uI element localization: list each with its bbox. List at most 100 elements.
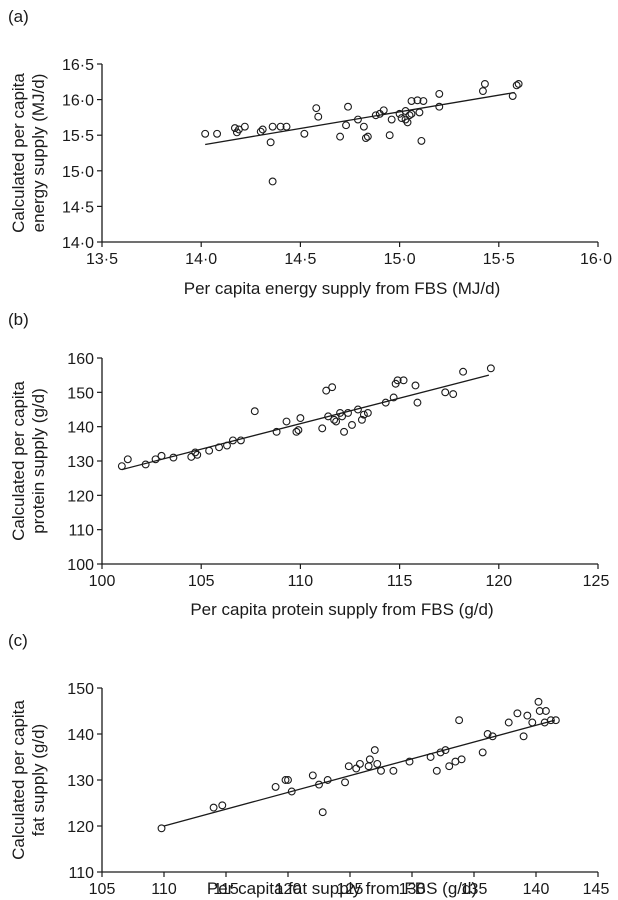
x-tick-label: 105: [89, 881, 116, 898]
data-point: [341, 778, 349, 787]
data-point: [535, 707, 544, 715]
data-point: [232, 128, 241, 137]
y-tick-label: 150: [67, 385, 94, 402]
x-tick-label: 16·0: [580, 251, 612, 268]
regression-line: [121, 374, 490, 471]
y-tick-label: 150: [67, 681, 94, 698]
y-axis-label: Calculated per capitafat supply (g/d): [9, 700, 48, 860]
data-point: [228, 436, 237, 445]
x-tick-label: 110: [151, 881, 177, 898]
y-tick-label: 16·5: [62, 57, 94, 74]
data-point: [342, 121, 350, 130]
data-point: [357, 415, 366, 424]
x-axis-label: Per capita protein supply from FBS (g/d): [190, 600, 493, 619]
data-point: [478, 748, 487, 757]
data-point: [519, 732, 528, 741]
data-point: [512, 81, 521, 90]
data-point: [534, 697, 543, 706]
data-point: [169, 453, 178, 462]
x-axis-label: Per capita fat supply from FBS (g/d): [207, 879, 477, 898]
data-point: [441, 388, 450, 397]
data-point: [363, 132, 372, 141]
y-axis-label-line: protein supply (g/d): [29, 388, 48, 534]
data-point: [344, 408, 352, 417]
data-point: [353, 115, 362, 124]
data-point: [435, 102, 444, 111]
data-point: [407, 97, 416, 105]
data-point: [268, 122, 277, 131]
data-point: [381, 398, 390, 407]
data-point: [432, 766, 441, 775]
data-point: [250, 407, 259, 416]
data-point: [389, 766, 398, 775]
data-point: [223, 441, 231, 450]
panel-label: (b): [8, 310, 29, 329]
data-point: [201, 129, 210, 138]
data-point: [332, 417, 341, 426]
data-point: [415, 108, 424, 117]
data-point: [123, 455, 132, 464]
data-point: [322, 386, 331, 395]
data-point: [486, 364, 495, 373]
data-point: [459, 367, 468, 376]
data-point: [191, 448, 200, 457]
data-point: [315, 780, 323, 789]
data-point: [407, 109, 416, 118]
regression-line: [205, 91, 515, 146]
data-point: [480, 79, 489, 88]
data-point: [240, 122, 249, 131]
data-point: [352, 764, 361, 773]
data-point: [393, 376, 402, 385]
x-tick-label: 13·5: [86, 251, 118, 268]
data-point: [330, 415, 339, 424]
data-point: [399, 376, 408, 385]
y-tick-label: 130: [67, 773, 94, 790]
data-point: [551, 716, 560, 725]
data-point: [209, 803, 218, 812]
x-tick-label: 140: [523, 881, 550, 898]
y-tick-label: 140: [67, 420, 94, 437]
data-point: [218, 801, 227, 810]
data-point: [272, 427, 281, 436]
y-tick-label: 120: [67, 819, 94, 836]
data-point: [157, 451, 166, 460]
data-point: [276, 122, 285, 131]
data-point: [417, 136, 426, 145]
x-tick-label: 130: [399, 881, 426, 898]
data-point: [294, 426, 303, 435]
y-tick-label: 120: [67, 488, 94, 505]
data-point: [371, 111, 380, 120]
y-axis-label: Calculated per capitaprotein supply (g/d…: [9, 381, 48, 541]
data-point: [483, 730, 492, 738]
data-point: [435, 89, 444, 98]
x-tick-label: 105: [188, 573, 215, 590]
x-tick-label: 14·0: [185, 251, 217, 268]
data-point: [436, 748, 445, 757]
data-point: [426, 753, 435, 761]
data-point: [359, 122, 368, 131]
data-point: [314, 112, 323, 121]
data-point: [405, 111, 414, 120]
panel-label: (c): [8, 631, 28, 650]
data-point: [411, 381, 420, 390]
data-point: [193, 450, 202, 459]
data-point: [413, 398, 422, 407]
x-tick-label: 14·5: [284, 251, 316, 268]
y-axis-label-line: fat supply (g/d): [29, 724, 48, 836]
data-point: [364, 762, 373, 771]
data-point: [344, 102, 352, 111]
y-tick-label: 140: [67, 727, 94, 744]
data-point: [373, 759, 382, 768]
data-point: [318, 808, 327, 817]
y-tick-label: 16·0: [62, 93, 94, 110]
y-tick-label: 14·0: [62, 235, 94, 252]
data-point: [282, 122, 291, 131]
data-point: [348, 421, 356, 429]
data-point: [514, 79, 523, 88]
data-point: [385, 131, 394, 140]
data-point: [292, 427, 301, 436]
y-tick-label: 14·5: [62, 199, 94, 216]
data-point: [157, 824, 166, 833]
data-point: [523, 711, 532, 720]
